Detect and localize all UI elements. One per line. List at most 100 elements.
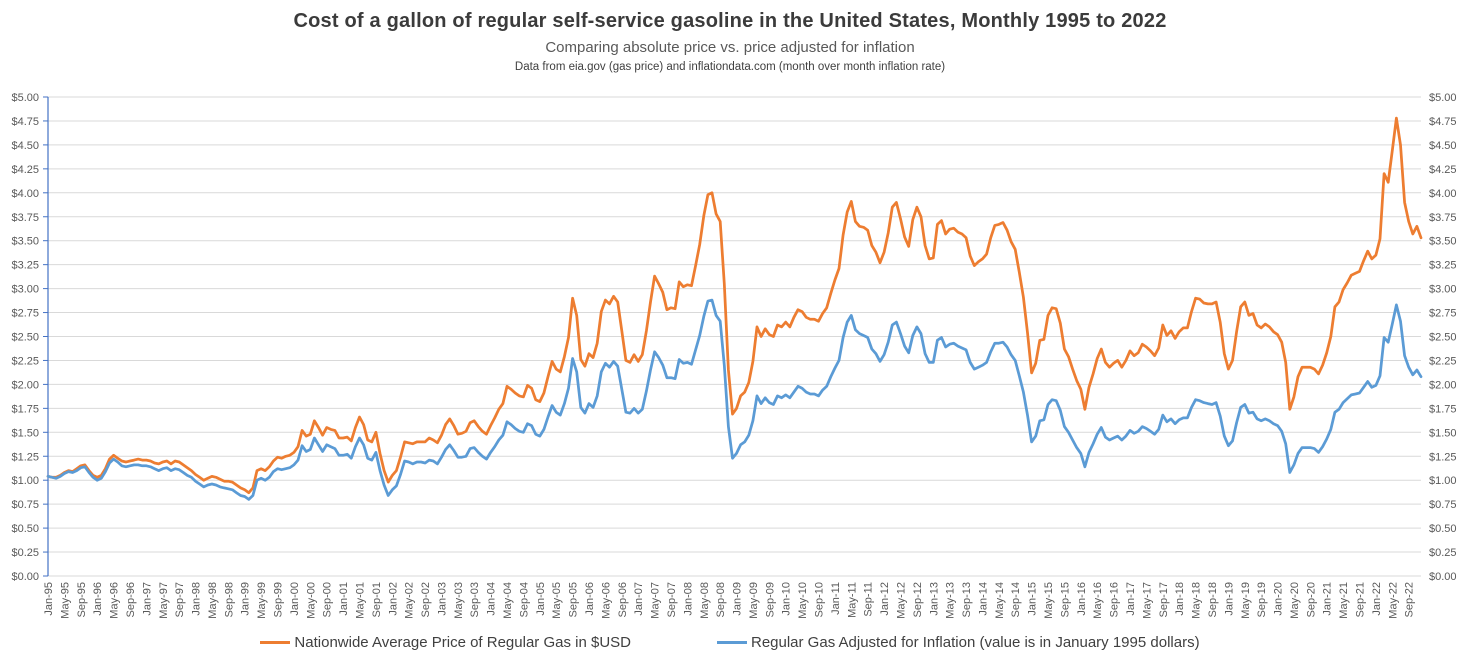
y-axis-label-right: $5.00 — [1429, 92, 1457, 104]
y-axis-label-left: $1.00 — [11, 475, 39, 487]
x-axis-label: Sep-98 — [223, 582, 235, 617]
x-axis-label: May-19 — [1240, 582, 1252, 619]
y-axis-label-right: $0.00 — [1429, 571, 1457, 583]
y-axis-label-right: $4.50 — [1429, 140, 1457, 152]
x-axis-label: Sep-13 — [961, 582, 973, 617]
y-axis-label-left: $4.25 — [11, 164, 39, 176]
x-axis-label: Jan-97 — [141, 582, 153, 616]
x-axis-label: May-05 — [551, 582, 563, 619]
x-axis-label: Sep-01 — [371, 582, 383, 617]
x-axis-label: May-08 — [699, 582, 711, 619]
x-axis-label: May-22 — [1387, 582, 1399, 619]
x-axis-label: Jan-18 — [1174, 582, 1186, 616]
x-axis-label: Sep-97 — [174, 582, 186, 617]
x-axis-label: Sep-19 — [1256, 582, 1268, 617]
nominal-series-line-swatch-icon — [260, 641, 291, 644]
series-line-inflation-adjusted — [46, 298, 1423, 501]
y-axis-label-left: $1.75 — [11, 403, 39, 415]
x-axis-label: Jan-98 — [191, 582, 203, 616]
y-axis-label-left: $0.75 — [11, 499, 39, 511]
x-axis-label: Jan-16 — [1076, 582, 1088, 616]
x-axis-label: Jan-06 — [584, 582, 596, 616]
x-axis-label: Sep-12 — [912, 582, 924, 617]
chart-source-note: Data from eia.gov (gas price) and inflat… — [514, 61, 946, 73]
x-axis-label: Sep-07 — [666, 582, 678, 617]
y-axis-label-left: $2.50 — [11, 332, 39, 344]
x-axis-label: Jan-14 — [977, 582, 989, 616]
y-axis-label-right: $1.50 — [1429, 427, 1457, 439]
y-axis-label-left: $0.50 — [11, 523, 39, 535]
x-axis-label: Jan-10 — [781, 582, 793, 616]
x-axis-label: May-16 — [1092, 582, 1104, 619]
x-axis-label: May-95 — [59, 582, 71, 619]
x-axis-label: Sep-09 — [764, 582, 776, 617]
chart-legend: Nationwide Average Price of Regular Gas … — [0, 634, 1460, 651]
x-axis-label: Sep-02 — [420, 582, 432, 617]
y-axis-label-left: $4.50 — [11, 140, 39, 152]
x-axis-label: Jan-21 — [1322, 582, 1334, 616]
x-axis-label: Jan-99 — [240, 582, 252, 616]
x-axis-label: Jan-20 — [1273, 582, 1285, 616]
x-axis-label: Sep-22 — [1404, 582, 1416, 617]
y-axis-label-right: $2.50 — [1429, 332, 1457, 344]
x-axis-label: Jan-12 — [879, 582, 891, 616]
y-axis-label-left: $3.25 — [11, 260, 39, 272]
x-axis-label: Jan-05 — [535, 582, 547, 616]
x-axis-label: Jan-15 — [1027, 582, 1039, 616]
x-axis-label: May-07 — [650, 582, 662, 619]
x-axis-label: Jan-96 — [92, 582, 104, 616]
x-axis-label: Jan-95 — [43, 582, 55, 616]
x-axis-label: Jan-22 — [1371, 582, 1383, 616]
chart-title: Cost of a gallon of regular self-service… — [293, 10, 1167, 32]
y-axis-label-right: $2.25 — [1429, 355, 1457, 367]
x-axis-label: May-11 — [846, 582, 858, 618]
chart-subtitle: Comparing absolute price vs. price adjus… — [545, 39, 915, 56]
x-axis-label: May-17 — [1141, 582, 1153, 619]
y-axis-label-right: $0.75 — [1429, 499, 1457, 511]
x-axis-label: May-12 — [895, 582, 907, 619]
x-axis-label: May-02 — [404, 582, 416, 619]
series-line-nominal — [46, 116, 1423, 495]
x-axis-label: May-00 — [305, 582, 317, 619]
y-axis-label-right: $0.50 — [1429, 523, 1457, 535]
x-axis-label: May-18 — [1191, 582, 1203, 619]
y-axis-label-right: $3.00 — [1429, 284, 1457, 296]
x-axis-label: Sep-08 — [715, 582, 727, 617]
x-axis-label: Jan-03 — [436, 582, 448, 616]
x-axis-label: May-06 — [600, 582, 612, 619]
y-axis-label-right: $1.75 — [1429, 403, 1457, 415]
y-axis-label-left: $1.50 — [11, 427, 39, 439]
y-axis-label-left: $3.75 — [11, 212, 39, 224]
x-axis-label: May-13 — [945, 582, 957, 619]
y-axis-label-right: $3.50 — [1429, 236, 1457, 248]
y-axis-label-right: $1.25 — [1429, 451, 1457, 463]
x-axis-label: Sep-96 — [125, 582, 137, 617]
y-axis-label-left: $2.25 — [11, 355, 39, 367]
x-axis-label: Jan-11 — [830, 582, 842, 615]
x-axis-label: Jan-02 — [387, 582, 399, 616]
legend-item-inflation-adjusted: Regular Gas Adjusted for Inflation (valu… — [716, 634, 1200, 651]
y-axis-label-left: $4.75 — [11, 116, 39, 128]
chart-header: Cost of a gallon of regular self-service… — [0, 10, 1460, 73]
x-axis-label: May-03 — [453, 582, 465, 619]
x-axis-label: Sep-14 — [1010, 582, 1022, 617]
y-axis-label-right: $3.25 — [1429, 260, 1457, 272]
x-axis-label: Sep-17 — [1158, 582, 1170, 617]
x-axis-label: Jan-19 — [1223, 582, 1235, 616]
y-axis-label-right: $3.75 — [1429, 212, 1457, 224]
x-axis-label: Sep-05 — [568, 582, 580, 617]
y-axis-label-left: $2.00 — [11, 379, 39, 391]
x-axis-label: Sep-16 — [1109, 582, 1121, 617]
x-axis-label: May-97 — [158, 582, 170, 619]
x-axis-label: Jan-04 — [486, 582, 498, 616]
y-axis-label-right: $4.75 — [1429, 116, 1457, 128]
x-axis-label: May-15 — [1043, 582, 1055, 619]
y-axis-label-right: $4.25 — [1429, 164, 1457, 176]
x-axis-label: May-21 — [1338, 582, 1350, 619]
x-axis-label: Sep-95 — [76, 582, 88, 617]
y-axis-label-left: $5.00 — [11, 92, 39, 104]
legend-label-nominal-price: Nationwide Average Price of Regular Gas … — [294, 634, 631, 651]
x-axis-label: Sep-11 — [863, 582, 875, 617]
